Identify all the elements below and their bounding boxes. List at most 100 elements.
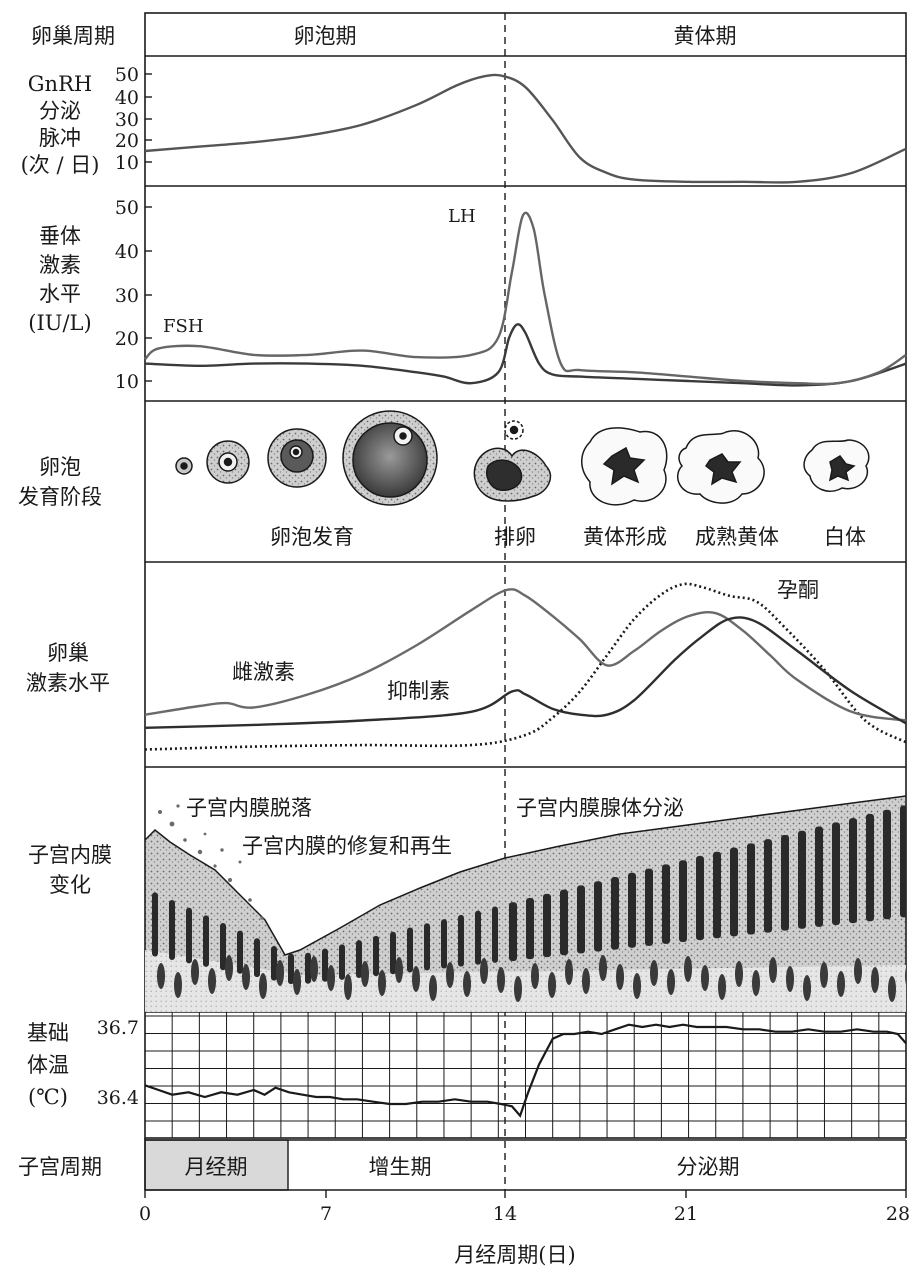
endometrial-gland — [322, 948, 328, 982]
endometrial-gland — [152, 892, 158, 957]
pituitary-tick: 50 — [115, 197, 139, 219]
endometrial-gland — [866, 813, 874, 922]
endometrial-gland-section — [667, 969, 675, 995]
follicle-axis-label: 卵泡 发育阶段 — [18, 455, 102, 509]
endometrial-gland-section — [837, 971, 845, 997]
secondary-follicle-icon — [267, 428, 327, 488]
pituitary-tick: 40 — [115, 241, 139, 263]
endometrial-gland-section — [888, 976, 896, 1002]
svg-text:分泌: 分泌 — [39, 99, 81, 123]
endometrial-gland-section — [361, 961, 369, 987]
endometrial-gland — [679, 860, 687, 943]
fsh-label: FSH — [163, 316, 204, 337]
svg-text:发育阶段: 发育阶段 — [18, 485, 102, 509]
svg-text:卵泡: 卵泡 — [39, 455, 81, 479]
endometrial-gland — [815, 826, 823, 927]
gnrh-ticks — [145, 73, 152, 163]
x-axis-title: 月经周期(日) — [454, 1243, 575, 1267]
endometrial-gland — [628, 872, 636, 948]
endometrial-gland-section — [633, 973, 641, 999]
endometrial-gland-section — [599, 955, 607, 981]
pituitary-tick: 10 — [115, 371, 139, 393]
stage-label-corpus-albicans: 白体 — [824, 525, 866, 549]
endometrial-gland — [356, 940, 362, 979]
estrogen-line — [144, 588, 907, 722]
endometrium-axis-label: 子宫内膜 变化 — [28, 843, 112, 897]
endometrial-gland — [781, 834, 789, 931]
mature-corpus-luteum-icon — [677, 429, 765, 504]
endometrial-gland — [764, 839, 772, 933]
endometrial-gland — [594, 881, 602, 952]
gnrh-tick: 10 — [115, 152, 139, 174]
svg-text:子宫内膜: 子宫内膜 — [28, 843, 112, 867]
stage-label-ovulation: 排卵 — [494, 525, 536, 549]
endometrial-gland-section — [548, 972, 556, 998]
follicle-stage-illustrations — [175, 410, 870, 506]
endometrial-gland-section — [174, 972, 182, 998]
endometrial-gland — [390, 931, 396, 975]
endometrial-gland-section — [701, 965, 709, 991]
proliferative-phase-label: 增生期 — [369, 1155, 432, 1179]
endometrial-gland-section — [157, 963, 165, 989]
endometrial-gland — [883, 809, 891, 920]
bbt-tick: 36.7 — [97, 1017, 139, 1039]
endometrial-gland-section — [854, 958, 862, 984]
endometrium-secretion-label: 子宫内膜腺体分泌 — [516, 796, 684, 820]
fsh-line — [144, 323, 907, 387]
menstrual-phase-shade — [144, 1139, 289, 1191]
svg-text:(次 / 日): (次 / 日) — [21, 153, 100, 177]
svg-text:脉冲: 脉冲 — [39, 126, 81, 150]
endometrial-gland — [203, 915, 209, 967]
ovarian-cycle-label: 卵巢周期 — [31, 24, 115, 48]
endometrial-gland — [339, 944, 345, 980]
endometrial-gland — [696, 855, 704, 941]
x-tick: 21 — [674, 1203, 698, 1225]
svg-text:水平: 水平 — [39, 282, 81, 306]
gnrh-tick: 20 — [115, 130, 139, 152]
progesterone-label: 孕酮 — [777, 578, 819, 602]
endometrial-gland-section — [769, 957, 777, 983]
svg-text:激素水平: 激素水平 — [26, 671, 110, 695]
ovarian-hormone-axis-label: 卵巢 激素水平 — [26, 641, 110, 695]
pituitary-ticks — [145, 206, 152, 382]
pituitary-axis-label: 垂体 激素 水平 (IU/L) — [28, 224, 91, 335]
endometrial-gland — [186, 907, 192, 964]
endometrial-gland — [407, 927, 413, 973]
endometrial-gland-section — [820, 962, 828, 988]
endometrial-gland-section — [429, 975, 437, 1001]
x-axis-ticks — [144, 1190, 907, 1198]
primary-follicle-icon — [206, 440, 250, 484]
inhibin-label: 抑制素 — [387, 679, 450, 703]
bbt-line — [144, 1023, 907, 1118]
endometrial-gland — [849, 818, 857, 924]
endometrial-gland-section — [395, 957, 403, 983]
endometrial-gland-section — [412, 966, 420, 992]
corpus-luteum-forming-icon — [581, 427, 668, 506]
endometrium-shedding-label: 子宫内膜脱落 — [186, 796, 312, 820]
gnrh-axis-label: GnRH 分泌 脉冲 (次 / 日) — [21, 72, 100, 177]
endometrial-gland-section — [735, 961, 743, 987]
secretory-phase-label: 分泌期 — [677, 1155, 740, 1179]
endometrial-gland — [577, 885, 585, 954]
endometrial-gland-section — [378, 970, 386, 996]
svg-text:(℃): (℃) — [28, 1085, 68, 1109]
stage-label-corpus-luteum-formation: 黄体形成 — [583, 525, 667, 549]
svg-text:激素: 激素 — [39, 253, 81, 277]
luteal-phase-label: 黄体期 — [674, 24, 737, 48]
svg-text:GnRH: GnRH — [28, 72, 92, 96]
stage-label-mature-corpus-luteum: 成熟黄体 — [695, 525, 779, 549]
x-tick: 28 — [886, 1203, 909, 1225]
endometrial-gland — [832, 822, 840, 925]
endometrial-gland-section — [293, 969, 301, 995]
gnrh-tick: 30 — [115, 109, 139, 131]
endometrial-gland — [288, 953, 294, 985]
endometrial-gland — [900, 805, 906, 918]
endometrial-gland — [509, 902, 517, 961]
uterine-cycle-label: 子宫周期 — [18, 1155, 102, 1179]
endometrial-gland — [220, 923, 226, 971]
progesterone-line — [144, 582, 907, 751]
endometrial-gland-section — [276, 960, 284, 986]
pituitary-tick: 30 — [115, 285, 139, 307]
endometrial-gland-section — [327, 965, 335, 991]
